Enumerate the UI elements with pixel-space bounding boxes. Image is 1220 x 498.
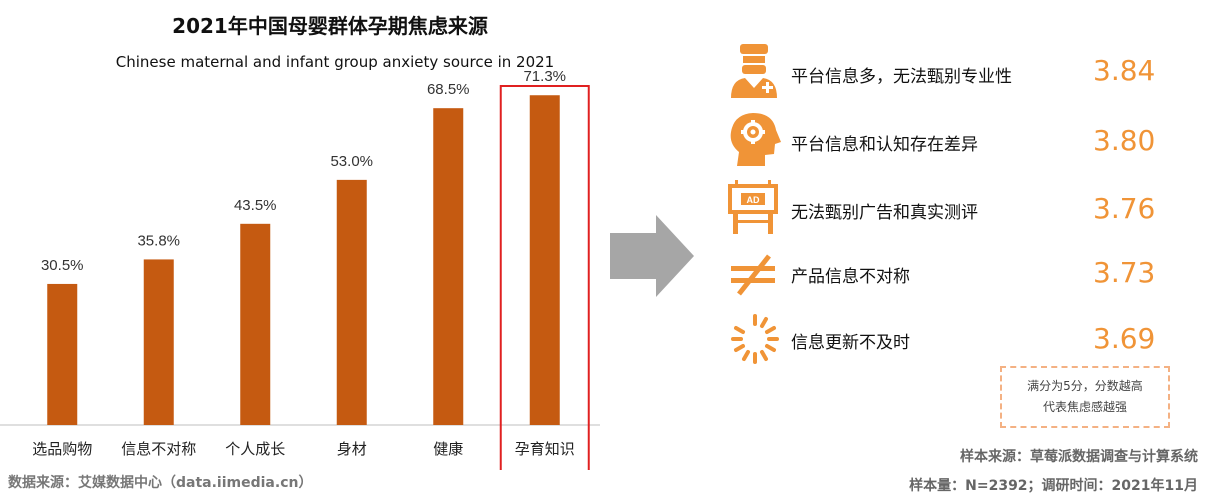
right-arrow-icon [610, 215, 694, 297]
highlight-box [499, 85, 590, 470]
bar-value-label: 71.3% [523, 68, 566, 85]
bar [47, 283, 78, 425]
rating-score: 3.73 [1093, 256, 1156, 289]
sample-source-note: 样本来源：草莓派数据调查与计算系统 [960, 449, 1198, 465]
rating-label: 平台信息和认知存在差异 [791, 135, 978, 155]
rating-score: 3.80 [1093, 124, 1156, 157]
rating-label: 无法甄别广告和真实测评 [791, 203, 978, 223]
rating-item: 平台信息多，无法甄别专业性 3.84 [725, 42, 1165, 100]
bar-value-label: 43.5% [234, 197, 277, 214]
x-tick-label: 信息不对称 [121, 440, 196, 458]
bar [143, 259, 174, 425]
rating-item: AD 无法甄别广告和真实测评 3.76 [725, 180, 1165, 238]
chart-subtitle: Chinese maternal and infant group anxiet… [115, 53, 555, 71]
rating-label: 信息更新不及时 [791, 333, 910, 353]
not-equal-icon [731, 254, 775, 296]
bar-value-label: 68.5% [427, 81, 470, 98]
rating-score: 3.76 [1093, 192, 1156, 225]
bar-chart: 30.5% 选品购物 35.8% 信息不对称 43.5% 个人成长 53.0% 身材 68.5%… [0, 68, 600, 470]
loading-spinner-icon [731, 314, 779, 364]
x-tick-label: 身材 [337, 440, 367, 458]
data-source-note: 数据来源：艾媒数据中心（data.iimedia.cn） [8, 475, 313, 491]
scoring-note: 满分为5分，分数越高 代表焦虑感越强 [1000, 366, 1170, 428]
anxiety-ratings-list: 平台信息多，无法甄别专业性 3.84 平台信息和认知存在差异 3.80 AD [725, 0, 1205, 498]
rating-score: 3.69 [1093, 322, 1156, 355]
head-gear-icon [730, 113, 781, 166]
x-tick-label: 个人成长 [225, 440, 285, 458]
bar [240, 223, 271, 425]
rating-item: 产品信息不对称 3.73 [725, 246, 1165, 304]
bar [336, 179, 367, 425]
rating-item: 信息更新不及时 3.69 [725, 310, 1165, 368]
x-tick-label: 选品购物 [32, 440, 92, 458]
bar [433, 108, 464, 425]
rating-label: 平台信息多，无法甄别专业性 [791, 67, 1012, 87]
chart-title: 2021年中国母婴群体孕期焦虑来源 [172, 14, 488, 38]
billboard-ad-icon: AD [728, 180, 778, 234]
bar [529, 95, 560, 426]
rating-score: 3.84 [1093, 54, 1156, 87]
doctor-icon [731, 44, 777, 98]
x-tick-label: 孕育知识 [515, 440, 575, 458]
sample-size-note: 样本量：N=2392；调研时间：2021年11月 [909, 478, 1198, 494]
x-tick-label: 健康 [433, 440, 463, 458]
scoring-note-line2: 代表焦虑感越强 [1042, 400, 1127, 414]
bar-value-label: 35.8% [137, 232, 180, 249]
ad-icon-text: AD [747, 195, 760, 205]
bar-value-label: 53.0% [330, 153, 373, 170]
rating-item: 平台信息和认知存在差异 3.80 [725, 110, 1165, 168]
scoring-note-line1: 满分为5分，分数越高 [1027, 379, 1143, 393]
bar-value-label: 30.5% [41, 257, 84, 274]
rating-label: 产品信息不对称 [791, 267, 910, 287]
